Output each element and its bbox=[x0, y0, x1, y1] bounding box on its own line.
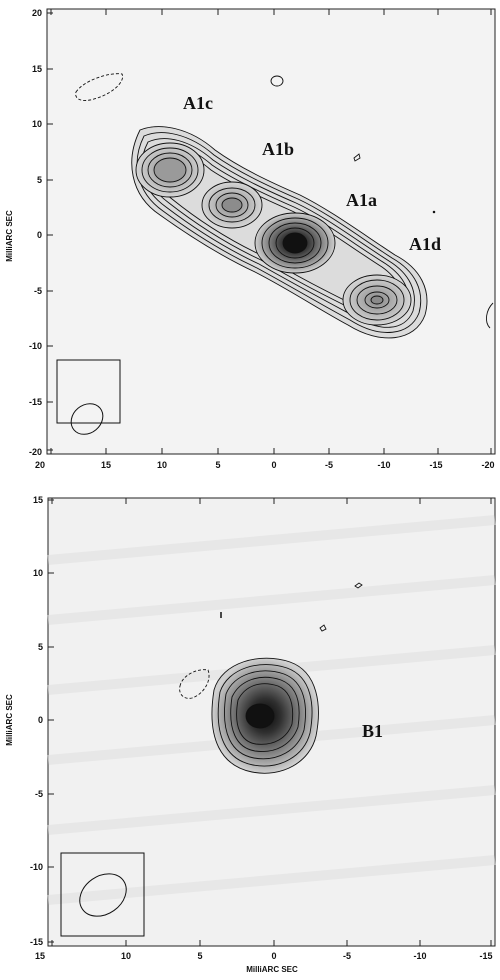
component-label: A1a bbox=[346, 190, 377, 210]
y-tick: 10 bbox=[32, 119, 42, 129]
x-tick: -10 bbox=[377, 460, 390, 470]
x-tick: -10 bbox=[413, 951, 426, 961]
y-tick: 5 bbox=[37, 175, 42, 185]
y-tick: 15 bbox=[32, 64, 42, 74]
component-label: A1d bbox=[409, 234, 441, 254]
y-tick: -10 bbox=[30, 862, 43, 872]
y-axis-label-b1: MilliARC SEC bbox=[5, 694, 14, 746]
component-a1a-core bbox=[254, 212, 336, 274]
x-tick: -15 bbox=[479, 951, 492, 961]
y-tick: 5 bbox=[38, 642, 43, 652]
x-tick: -20 bbox=[481, 460, 494, 470]
component-b1-core bbox=[211, 657, 319, 774]
component-label: A1b bbox=[262, 139, 294, 159]
x-tick-labels-b1: 15 10 5 0 -5 -10 -15 bbox=[35, 951, 493, 961]
x-tick: 0 bbox=[271, 460, 276, 470]
component-label: A1c bbox=[183, 93, 213, 113]
y-tick: -20 bbox=[29, 447, 42, 457]
y-tick: -5 bbox=[35, 789, 43, 799]
y-axis-label-a1: MilliARC SEC bbox=[5, 210, 14, 262]
ticks-a1 bbox=[47, 9, 492, 454]
y-tick: -5 bbox=[34, 286, 42, 296]
x-tick: -5 bbox=[343, 951, 351, 961]
beam-ellipse-a1 bbox=[70, 403, 104, 435]
x-axis-label-b1: MilliARC SEC bbox=[246, 965, 298, 974]
beam-ellipse-b1 bbox=[79, 873, 127, 917]
y-tick: -15 bbox=[30, 937, 43, 947]
x-tick: -5 bbox=[325, 460, 333, 470]
panel-a1: 20 15 10 5 0 -5 -10 -15 -20 20 15 10 5 0… bbox=[5, 8, 496, 470]
x-tick: 20 bbox=[35, 460, 45, 470]
y-tick-labels-a1: 20 15 10 5 0 -5 -10 -15 -20 bbox=[29, 8, 42, 457]
y-tick: 0 bbox=[38, 715, 43, 725]
component-label: B1 bbox=[362, 721, 383, 741]
y-tick: 0 bbox=[37, 230, 42, 240]
x-tick: 10 bbox=[121, 951, 131, 961]
component-a1d bbox=[342, 274, 412, 326]
y-tick: 10 bbox=[33, 568, 43, 578]
x-tick: 15 bbox=[35, 951, 45, 961]
y-tick: -10 bbox=[29, 341, 42, 351]
noise-contours-a1 bbox=[75, 73, 494, 329]
component-a1c bbox=[135, 142, 205, 198]
beam-box-b1 bbox=[60, 852, 145, 937]
x-tick-labels-a1: 20 15 10 5 0 -5 -10 -15 -20 bbox=[35, 460, 495, 470]
x-tick: 0 bbox=[271, 951, 276, 961]
panel-b1: 15 10 5 0 -5 -10 -15 15 10 5 0 -5 -10 -1… bbox=[5, 495, 496, 974]
x-tick: 5 bbox=[215, 460, 220, 470]
ticks-b1 bbox=[48, 498, 492, 946]
x-tick: 15 bbox=[101, 460, 111, 470]
x-tick: 10 bbox=[157, 460, 167, 470]
x-tick: -15 bbox=[429, 460, 442, 470]
noise-contours-b1 bbox=[179, 582, 363, 699]
y-tick: 15 bbox=[33, 495, 43, 505]
component-a1b bbox=[201, 181, 263, 229]
y-tick-labels-b1: 15 10 5 0 -5 -10 -15 bbox=[30, 495, 43, 947]
y-tick: -15 bbox=[29, 397, 42, 407]
beam-box-a1 bbox=[56, 359, 121, 435]
x-tick: 5 bbox=[197, 951, 202, 961]
y-tick: 20 bbox=[32, 8, 42, 18]
